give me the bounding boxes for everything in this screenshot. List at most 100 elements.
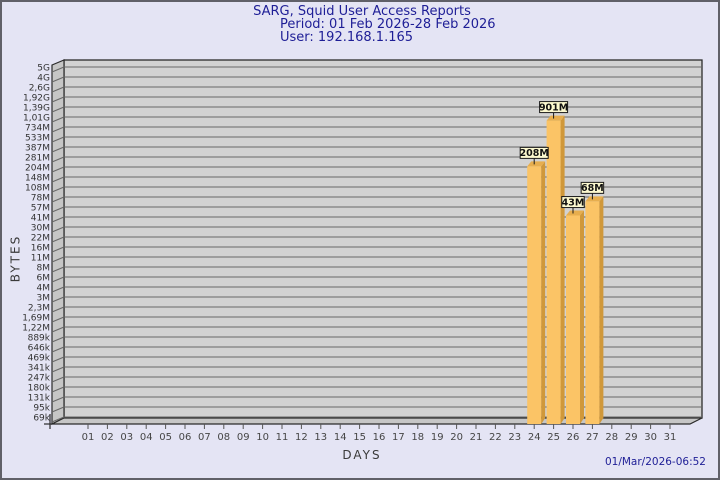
- wall-tick: [51, 326, 65, 333]
- x-tick-label: 01: [82, 432, 95, 443]
- y-tick-label: 1,92G: [23, 94, 50, 104]
- value-label-text: 901M: [539, 102, 568, 113]
- y-tick-label: 22M: [31, 234, 50, 244]
- x-tick-label: 13: [314, 432, 327, 443]
- y-tick-label: 646k: [28, 344, 51, 354]
- wall-tick: [51, 296, 65, 303]
- y-tick-label: 2,6G: [29, 84, 50, 94]
- y-tick-label: 281M: [25, 154, 50, 164]
- y-tick-label: 57M: [31, 204, 50, 214]
- x-tick-label: 21: [470, 432, 483, 443]
- plot-background: [63, 59, 703, 419]
- x-tick-label: 22: [489, 432, 502, 443]
- wall-tick: [51, 96, 65, 103]
- bar-front-day-24: [527, 166, 542, 425]
- x-tick-label: 18: [411, 432, 424, 443]
- x-tick-label: 10: [256, 432, 269, 443]
- y-tick-label: 2,3M: [28, 304, 50, 314]
- wall-tick: [51, 206, 65, 213]
- wall-tick: [51, 126, 65, 133]
- chart-user: User: 192.168.1.165: [280, 30, 414, 45]
- x-tick-label: 20: [450, 432, 463, 443]
- y-tick-label: 30M: [31, 224, 50, 234]
- wall-tick: [51, 356, 65, 363]
- y-tick-label: 180k: [28, 384, 51, 394]
- value-label-box: [519, 146, 549, 159]
- y-tick-label: 11M: [31, 254, 50, 264]
- wall-tick: [51, 86, 65, 93]
- y-tick-label: 69k: [33, 414, 50, 424]
- wall-tick: [51, 406, 65, 413]
- y-tick-label: 8M: [37, 264, 51, 274]
- bar-side-day-26: [580, 210, 584, 424]
- y-tick-label: 533M: [25, 134, 50, 144]
- bar-side-day-27: [599, 196, 604, 424]
- x-tick-label: 16: [373, 432, 386, 443]
- x-tick-label: 15: [353, 432, 366, 443]
- y-tick-label: 469k: [28, 354, 51, 364]
- bar-front-day-26: [566, 215, 580, 424]
- value-label-text: 68M: [581, 183, 604, 194]
- x-tick-label: 06: [179, 432, 192, 443]
- y-tick-label: 148M: [25, 174, 50, 184]
- y-tick-label: 41M: [31, 214, 50, 224]
- wall-tick: [51, 106, 65, 113]
- wall-tick: [51, 386, 65, 393]
- x-tick-label: 27: [586, 432, 599, 443]
- x-tick-label: 24: [528, 432, 541, 443]
- y-axis-title: BYTES: [8, 234, 23, 283]
- y-tick-label: 387M: [25, 144, 50, 154]
- wall-tick: [51, 246, 65, 253]
- y-tick-label: 734M: [25, 124, 50, 134]
- wall-tick: [51, 416, 65, 423]
- wall-tick: [51, 156, 65, 163]
- y-tick-label: 95k: [33, 404, 50, 414]
- y-tick-label: 1,69M: [22, 314, 50, 324]
- wall-tick: [51, 176, 65, 183]
- bar-top-day-24: [527, 161, 546, 167]
- wall-tick: [51, 396, 65, 403]
- wall-tick: [51, 346, 65, 353]
- bar-front-day-25: [546, 120, 561, 424]
- y-tick-label: 16M: [31, 244, 50, 254]
- value-label-box: [561, 196, 585, 209]
- x-tick-label: 28: [605, 432, 618, 443]
- x-tick-label: 23: [508, 432, 521, 443]
- x-tick-label: 11: [276, 432, 289, 443]
- y-tick-label: 204M: [25, 164, 50, 174]
- y-tick-label: 3M: [37, 294, 51, 304]
- chart-title: SARG, Squid User Access Reports: [253, 4, 471, 19]
- x-tick-label: 30: [644, 432, 657, 443]
- bar-side-day-24: [541, 161, 546, 425]
- y-tick-label: 4G: [37, 74, 50, 84]
- wall-tick: [51, 146, 65, 153]
- value-label-box: [539, 101, 569, 114]
- x-axis-title: DAYS: [342, 448, 382, 462]
- y-tick-label: 1,01G: [23, 114, 50, 124]
- floor: [51, 417, 703, 425]
- wall-tick: [51, 266, 65, 273]
- wall-tick: [51, 306, 65, 313]
- y-tick-label: 341k: [28, 364, 51, 374]
- chart-period: Period: 01 Feb 2026-28 Feb 2026: [280, 17, 496, 32]
- y-tick-label: 1,22M: [22, 324, 50, 334]
- bar-front-day-27: [585, 201, 600, 424]
- x-tick-label: 07: [198, 432, 211, 443]
- x-tick-label: 29: [625, 432, 638, 443]
- wall-tick: [51, 116, 65, 123]
- bar-top-day-25: [546, 115, 565, 121]
- wall-tick: [51, 276, 65, 283]
- y-tick-label: 108M: [25, 184, 50, 194]
- x-tick-label: 04: [140, 432, 153, 443]
- wall-tick: [51, 136, 65, 143]
- wall-tick: [51, 256, 65, 263]
- bar-top-day-27: [585, 196, 604, 202]
- wall-tick: [51, 316, 65, 323]
- y-tick-label: 4M: [37, 284, 51, 294]
- x-tick-label: 08: [217, 432, 230, 443]
- x-tick-label: 05: [159, 432, 172, 443]
- wall-tick: [51, 196, 65, 203]
- x-tick-label: 09: [237, 432, 250, 443]
